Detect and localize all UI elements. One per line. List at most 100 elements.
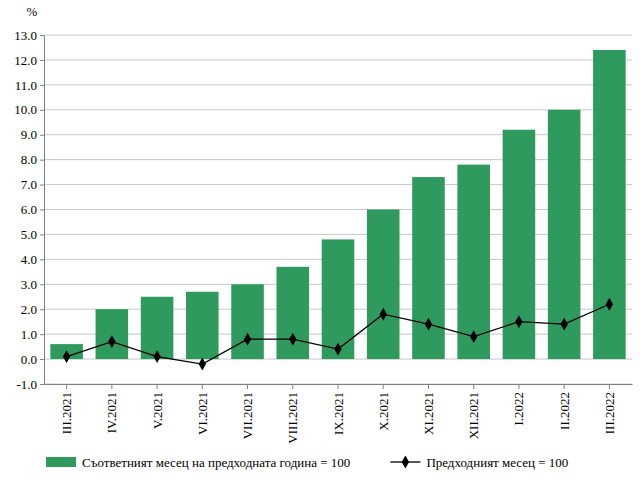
y-tick: 10.0	[14, 102, 44, 117]
grid	[44, 35, 632, 384]
bar	[231, 284, 264, 359]
grid-line	[44, 159, 632, 160]
marker	[606, 298, 613, 311]
marker	[560, 318, 567, 331]
x-tick-mark	[564, 384, 565, 389]
x-tick-mark	[473, 384, 474, 389]
y-tick-label: -1.0	[16, 377, 37, 392]
y-tick-label: 6.0	[21, 202, 37, 217]
legend-label: Предходният месец = 100	[426, 455, 568, 470]
legend-label: Съответният месец на предходната година …	[82, 455, 350, 470]
x-tick-mark	[383, 384, 384, 389]
y-tick-label: 13.0	[14, 28, 37, 43]
x-tick: III.2021	[59, 384, 74, 434]
grid-line	[44, 134, 632, 135]
marker	[380, 308, 387, 321]
marks	[50, 50, 625, 371]
y-tick: 1.0	[21, 327, 44, 342]
x-tick-label: I.2022	[511, 392, 526, 426]
y-tick-mark	[40, 384, 44, 385]
y-tick: 12.0	[14, 53, 44, 68]
marker	[63, 350, 70, 363]
x-tick-mark	[292, 384, 293, 389]
grid-line	[44, 234, 632, 235]
marker	[108, 335, 115, 348]
bar	[593, 50, 626, 359]
legend-swatch	[46, 457, 76, 467]
x-tick-label: VII.2021	[240, 392, 255, 439]
y-tick-label: 12.0	[14, 53, 37, 68]
marker	[334, 343, 341, 356]
x-tick: VIII.2021	[285, 384, 300, 444]
y-tick: 3.0	[21, 277, 44, 292]
x-tick: I.2022	[511, 384, 526, 426]
bar	[276, 267, 309, 359]
y-tick-mark	[40, 85, 44, 86]
y-tick-mark	[40, 284, 44, 285]
y-tick-label: 8.0	[21, 152, 37, 167]
y-tick-mark	[40, 334, 44, 335]
y-tick: 8.0	[21, 152, 44, 167]
x-tick: V.2021	[150, 384, 165, 429]
x-tick-mark	[247, 384, 248, 389]
y-tick-label: 10.0	[14, 102, 37, 117]
y-tick-mark	[40, 185, 44, 186]
x-tick: IV.2021	[104, 384, 119, 433]
marker	[199, 358, 206, 371]
x-tick-label: II.2022	[557, 392, 572, 430]
x-tick: VI.2021	[195, 384, 210, 435]
marker	[244, 333, 251, 346]
y-tick: 6.0	[21, 202, 44, 217]
bar	[186, 292, 219, 359]
y-tick-mark	[40, 135, 44, 136]
bar	[548, 110, 581, 359]
y-tick-label: 7.0	[21, 177, 37, 192]
x-tick-label: IX.2021	[331, 392, 346, 435]
chart: -1.00.01.02.03.04.05.06.07.08.09.010.011…	[0, 0, 640, 480]
grid-line	[44, 109, 632, 110]
y-tick-mark	[40, 309, 44, 310]
x-tick: III.2022	[602, 384, 617, 434]
y-tick-mark	[40, 60, 44, 61]
grid-line	[44, 59, 632, 60]
grid-line	[44, 184, 632, 185]
y-tick: 7.0	[21, 177, 44, 192]
bar-series	[50, 50, 625, 359]
y-tick: 2.0	[21, 302, 44, 317]
x-tick-label: V.2021	[150, 392, 165, 429]
y-tick-label: 5.0	[21, 227, 37, 242]
y-axis-line	[44, 36, 45, 385]
y-tick: 4.0	[21, 252, 44, 267]
legend-item: Предходният месец = 100	[390, 455, 568, 470]
y-tick-mark	[40, 110, 44, 111]
x-tick-mark	[428, 384, 429, 389]
line-series	[63, 298, 613, 371]
y-tick-mark	[40, 35, 44, 36]
x-tick-label: III.2021	[59, 392, 74, 434]
x-tick-label: XI.2021	[421, 392, 436, 435]
marker	[515, 315, 522, 328]
x-tick-mark	[202, 384, 203, 389]
bar	[412, 177, 445, 359]
x-tick-mark	[518, 384, 519, 389]
x-tick-mark	[609, 384, 610, 389]
line	[67, 304, 610, 364]
marker	[470, 330, 477, 343]
x-tick-label: XII.2021	[466, 392, 481, 439]
x-tick-label: VIII.2021	[285, 392, 300, 444]
x-tick-mark	[338, 384, 339, 389]
bar	[367, 210, 400, 360]
y-tick-label: 11.0	[15, 78, 37, 93]
y-tick: 13.0	[14, 28, 44, 43]
grid-line	[44, 84, 632, 85]
legend-item: Съответният месец на предходната година …	[46, 455, 350, 470]
x-tick-mark	[157, 384, 158, 389]
x-tick-label: VI.2021	[195, 392, 210, 435]
x-tick: IX.2021	[331, 384, 346, 435]
x-tick: XI.2021	[421, 384, 436, 435]
x-tick-label: IV.2021	[104, 392, 119, 433]
y-tick: 5.0	[21, 227, 44, 242]
y-tick-label: 9.0	[21, 127, 37, 142]
grid-line	[44, 35, 632, 36]
y-tick-mark	[40, 210, 44, 211]
